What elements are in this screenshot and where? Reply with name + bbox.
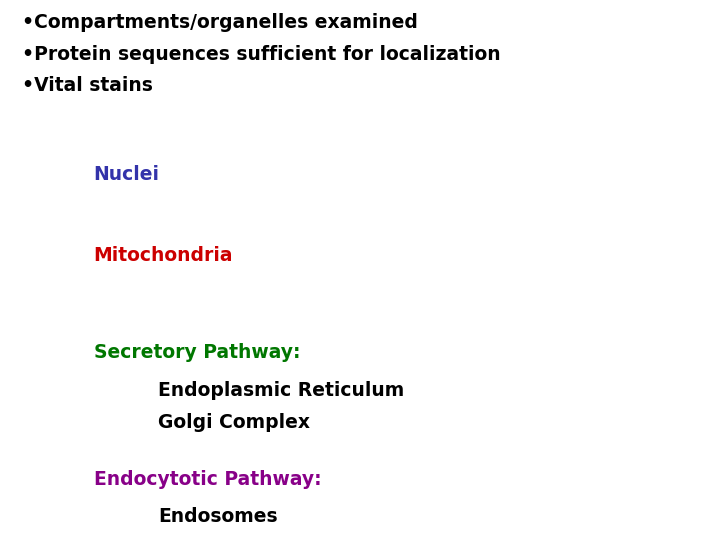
Text: Golgi Complex: Golgi Complex: [158, 413, 310, 432]
Text: •Compartments/organelles examined: •Compartments/organelles examined: [22, 14, 418, 32]
Text: •Vital stains: •Vital stains: [22, 76, 153, 95]
Text: Nuclei: Nuclei: [94, 165, 160, 184]
Text: •Protein sequences sufficient for localization: •Protein sequences sufficient for locali…: [22, 45, 500, 64]
Text: Endosomes: Endosomes: [158, 507, 278, 525]
Text: Endocytotic Pathway:: Endocytotic Pathway:: [94, 470, 321, 489]
Text: Secretory Pathway:: Secretory Pathway:: [94, 343, 300, 362]
Text: Mitochondria: Mitochondria: [94, 246, 233, 265]
Text: Endoplasmic Reticulum: Endoplasmic Reticulum: [158, 381, 405, 400]
